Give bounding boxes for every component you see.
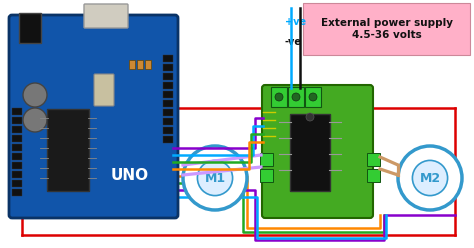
Circle shape xyxy=(197,160,233,196)
Circle shape xyxy=(275,93,283,101)
FancyBboxPatch shape xyxy=(163,118,173,125)
FancyBboxPatch shape xyxy=(12,153,22,160)
FancyBboxPatch shape xyxy=(9,15,178,218)
Circle shape xyxy=(183,146,247,210)
FancyBboxPatch shape xyxy=(303,3,470,55)
FancyBboxPatch shape xyxy=(163,91,173,98)
FancyBboxPatch shape xyxy=(271,87,287,107)
FancyBboxPatch shape xyxy=(129,60,136,68)
FancyBboxPatch shape xyxy=(290,114,330,191)
Text: M2: M2 xyxy=(419,172,440,185)
FancyBboxPatch shape xyxy=(163,82,173,89)
FancyBboxPatch shape xyxy=(367,153,381,165)
FancyBboxPatch shape xyxy=(163,127,173,134)
FancyBboxPatch shape xyxy=(163,64,173,71)
FancyBboxPatch shape xyxy=(47,109,89,191)
FancyBboxPatch shape xyxy=(262,85,373,218)
Text: +ve: +ve xyxy=(285,17,306,27)
FancyBboxPatch shape xyxy=(367,168,381,182)
FancyBboxPatch shape xyxy=(12,162,22,169)
Circle shape xyxy=(306,113,314,121)
FancyBboxPatch shape xyxy=(12,117,22,124)
Circle shape xyxy=(23,108,47,132)
FancyBboxPatch shape xyxy=(84,4,128,28)
Circle shape xyxy=(398,146,462,210)
FancyBboxPatch shape xyxy=(163,55,173,62)
Text: -ve: -ve xyxy=(285,37,302,47)
FancyBboxPatch shape xyxy=(19,13,41,43)
FancyBboxPatch shape xyxy=(261,168,273,182)
Text: External power supply
4.5-36 volts: External power supply 4.5-36 volts xyxy=(321,18,453,40)
FancyBboxPatch shape xyxy=(261,153,273,165)
FancyBboxPatch shape xyxy=(163,100,173,107)
FancyBboxPatch shape xyxy=(12,171,22,178)
FancyBboxPatch shape xyxy=(137,60,144,68)
FancyBboxPatch shape xyxy=(163,73,173,80)
Text: UNO: UNO xyxy=(111,167,149,183)
FancyBboxPatch shape xyxy=(12,189,22,196)
Circle shape xyxy=(292,93,300,101)
FancyBboxPatch shape xyxy=(146,60,152,68)
Circle shape xyxy=(412,160,447,196)
FancyBboxPatch shape xyxy=(305,87,321,107)
FancyBboxPatch shape xyxy=(12,135,22,142)
FancyBboxPatch shape xyxy=(12,144,22,151)
FancyBboxPatch shape xyxy=(94,74,114,106)
Text: M1: M1 xyxy=(204,172,226,185)
Circle shape xyxy=(23,83,47,107)
FancyBboxPatch shape xyxy=(12,180,22,187)
FancyBboxPatch shape xyxy=(163,136,173,143)
FancyBboxPatch shape xyxy=(288,87,304,107)
FancyBboxPatch shape xyxy=(12,108,22,115)
Circle shape xyxy=(309,93,317,101)
FancyBboxPatch shape xyxy=(12,126,22,133)
FancyBboxPatch shape xyxy=(163,109,173,116)
